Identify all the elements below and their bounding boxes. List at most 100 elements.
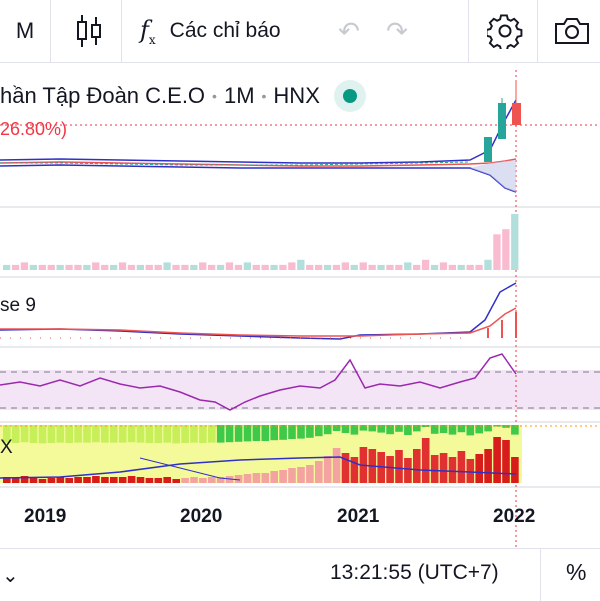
adx-di-minus-bar	[118, 477, 127, 483]
adx-di-plus-bar	[439, 425, 448, 433]
adx-di-minus-bar	[430, 455, 439, 483]
volume-bar	[65, 264, 73, 270]
adx-di-minus-bar	[74, 477, 82, 483]
adx-di-plus-bar	[306, 425, 314, 438]
adx-di-plus-bar	[83, 425, 91, 443]
volume-bar	[279, 264, 287, 270]
volume-bar	[288, 262, 296, 270]
time-axis-label: 2019	[24, 506, 66, 527]
volume-bar	[56, 264, 64, 270]
adx-line	[0, 456, 517, 479]
chart-type-button[interactable]	[62, 0, 116, 62]
adx-di-plus-bar	[511, 425, 519, 435]
volume-bar	[315, 264, 323, 270]
adx-di-plus-bar	[216, 425, 225, 443]
undo-button[interactable]: ↶	[330, 0, 368, 62]
camera-icon	[555, 18, 589, 44]
adx-di-minus-bar	[386, 456, 394, 483]
adx-di-plus-bar	[493, 425, 501, 427]
symbol-legend[interactable]: hần Tập Đoàn C.E.O • 1M • HNX	[0, 80, 366, 112]
volume-bar	[234, 264, 243, 270]
adx-di-minus-bar	[47, 478, 56, 483]
adx-di-plus-bar	[261, 425, 270, 441]
volume-bar	[118, 262, 127, 270]
indicators-label: Các chỉ báo	[169, 19, 281, 42]
time-axis-label: 2022	[493, 506, 535, 527]
adx-di-plus-bar	[297, 425, 305, 439]
volume-bar	[350, 264, 358, 270]
bottom-bar: ⌄ 13:21:55 (UTC+7) %	[0, 548, 600, 601]
clock-timezone[interactable]: 13:21:55 (UTC+7)	[330, 561, 499, 584]
interval-selector[interactable]: M	[0, 0, 50, 62]
adx-di-minus-bar	[234, 475, 243, 483]
adx-di-minus-bar	[404, 458, 412, 483]
adx-di-plus-bar	[243, 425, 252, 442]
adx-di-minus-bar	[350, 457, 359, 483]
redo-button[interactable]: ↷	[378, 0, 416, 62]
adx-di-plus-bar	[395, 425, 403, 432]
divider	[540, 549, 541, 601]
volume-bar	[377, 264, 385, 270]
adx-di-minus-bar	[413, 449, 421, 483]
adx-di-plus-bar	[208, 425, 216, 443]
adx-di-minus-bar	[270, 471, 278, 483]
adx-di-minus-bar	[29, 478, 38, 483]
adx-di-plus-bar	[475, 425, 483, 434]
volume-bar	[448, 264, 456, 270]
adx-di-minus-bar	[457, 451, 466, 483]
volume-bar	[306, 264, 314, 270]
volume-bar	[297, 259, 305, 270]
volume-bar	[261, 264, 269, 270]
adx-di-plus-bar	[74, 425, 82, 443]
volume-bar	[136, 264, 144, 270]
volume-bar	[172, 264, 180, 270]
price-change: 26.80%)	[0, 119, 68, 139]
market-status-icon[interactable]	[333, 80, 366, 112]
adx-di-minus-bar	[395, 450, 403, 483]
volume-bar	[252, 264, 260, 270]
volume-bar	[199, 262, 207, 270]
signal-line	[0, 307, 517, 337]
adx-di-plus-bar	[270, 425, 278, 441]
chevron-down-icon[interactable]: ⌄	[2, 565, 19, 587]
adx-di-minus-bar	[288, 468, 296, 483]
adx-di-minus-bar	[315, 461, 323, 483]
settings-button[interactable]	[476, 0, 534, 62]
volume-bar	[154, 264, 162, 270]
volume-bar	[11, 264, 20, 270]
percent-toggle[interactable]: %	[566, 559, 587, 585]
indicators-button[interactable]: fx Các chỉ báo	[128, 0, 318, 62]
volume-bar	[404, 262, 412, 270]
adx-di-minus-bar	[3, 477, 11, 483]
volume-bar	[243, 262, 251, 270]
adx-di-minus-bar	[56, 477, 65, 483]
adx-di-plus-bar	[225, 425, 234, 443]
volume-bar	[127, 264, 136, 270]
adx-di-minus-bar	[154, 478, 163, 483]
volume-bar	[502, 229, 510, 270]
macd-line	[0, 282, 517, 340]
adx-di-plus-bar	[127, 425, 136, 443]
separator-dot: •	[261, 88, 267, 104]
time-axis-label: 2021	[337, 506, 380, 527]
adx-di-minus-bar	[92, 476, 100, 483]
adx-di-plus-bar	[341, 425, 350, 433]
divider	[50, 0, 51, 62]
price-chart[interactable]: 2019 2020 2021 2022	[0, 62, 600, 548]
rsi-band	[0, 370, 600, 410]
adx-di-plus-bar	[136, 425, 145, 443]
adx-di-minus-bar	[83, 477, 91, 483]
screenshot-button[interactable]	[544, 0, 600, 62]
volume-bar	[439, 262, 448, 270]
main-pane	[0, 80, 521, 193]
volume-bar	[83, 264, 91, 270]
adx-pane	[0, 425, 600, 483]
volume-bar	[145, 264, 153, 270]
time-axis[interactable]: 2019 2020 2021 2022	[24, 506, 535, 527]
volume-bar	[270, 264, 278, 270]
adx-di-plus-bar	[154, 425, 163, 443]
adx-di-plus-bar	[190, 425, 198, 443]
adx-di-plus-bar	[386, 425, 394, 435]
adx-di-minus-bar	[199, 478, 207, 483]
adx-di-plus-bar	[332, 425, 341, 431]
